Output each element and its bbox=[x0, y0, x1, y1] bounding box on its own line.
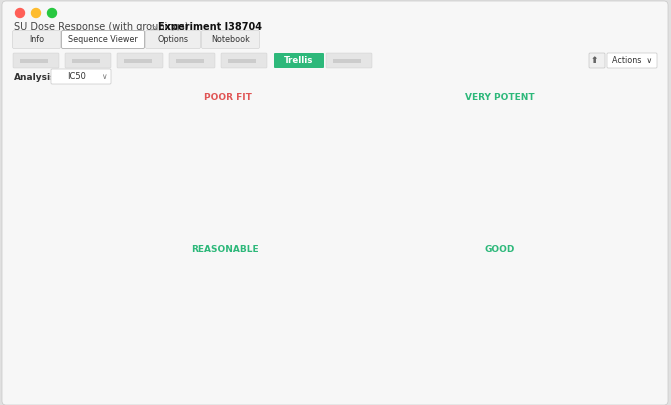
Point bbox=[563, 229, 574, 235]
Point bbox=[249, 314, 260, 320]
Point bbox=[307, 153, 318, 160]
Point bbox=[563, 282, 574, 288]
Point bbox=[368, 228, 378, 235]
Point bbox=[204, 181, 215, 188]
Point bbox=[446, 381, 456, 387]
Text: REASONABLE: REASONABLE bbox=[191, 245, 259, 254]
Point bbox=[563, 299, 574, 305]
Point bbox=[167, 189, 178, 196]
Text: Options: Options bbox=[158, 35, 189, 44]
Point bbox=[259, 156, 270, 162]
Point bbox=[446, 378, 456, 385]
FancyBboxPatch shape bbox=[326, 53, 372, 68]
Point bbox=[319, 289, 329, 296]
Point bbox=[295, 290, 306, 296]
Text: >: > bbox=[150, 22, 158, 32]
Point bbox=[156, 379, 166, 386]
Point bbox=[446, 152, 456, 158]
FancyBboxPatch shape bbox=[62, 30, 144, 49]
Point bbox=[407, 230, 417, 236]
Point bbox=[641, 139, 652, 146]
Point bbox=[368, 379, 378, 385]
Point bbox=[307, 175, 318, 181]
Point bbox=[259, 200, 270, 207]
Point bbox=[176, 183, 187, 189]
Text: Analysis: Analysis bbox=[14, 72, 56, 81]
Text: GOOD: GOOD bbox=[485, 245, 515, 254]
Point bbox=[407, 379, 417, 385]
Point bbox=[484, 228, 495, 235]
Point bbox=[272, 280, 283, 287]
Bar bbox=[333, 58, 361, 62]
Point bbox=[178, 378, 189, 385]
Text: ∨: ∨ bbox=[101, 72, 107, 81]
Point bbox=[484, 144, 495, 150]
Point bbox=[602, 296, 613, 303]
Point bbox=[407, 209, 417, 216]
Point bbox=[446, 229, 456, 235]
Point bbox=[407, 377, 417, 384]
FancyBboxPatch shape bbox=[13, 30, 60, 49]
Point bbox=[563, 151, 574, 157]
Point bbox=[176, 166, 187, 173]
Point bbox=[202, 381, 213, 387]
Point bbox=[307, 191, 318, 197]
Point bbox=[158, 198, 169, 204]
FancyBboxPatch shape bbox=[221, 53, 267, 68]
Point bbox=[259, 189, 270, 195]
Point bbox=[176, 212, 187, 219]
Text: Trellis: Trellis bbox=[285, 56, 313, 65]
Point bbox=[226, 163, 237, 170]
Point bbox=[602, 141, 613, 147]
Text: SU Dose Response (with groupings): SU Dose Response (with groupings) bbox=[14, 22, 189, 32]
FancyBboxPatch shape bbox=[65, 53, 111, 68]
FancyBboxPatch shape bbox=[274, 53, 324, 68]
Point bbox=[523, 377, 534, 383]
Circle shape bbox=[32, 9, 40, 17]
Text: Sequence Viewer: Sequence Viewer bbox=[68, 35, 138, 44]
Circle shape bbox=[15, 9, 25, 17]
Point bbox=[226, 176, 237, 182]
Bar bbox=[72, 58, 100, 62]
Text: Info: Info bbox=[29, 35, 44, 44]
Point bbox=[368, 218, 378, 225]
Point bbox=[202, 381, 213, 387]
Point bbox=[204, 209, 215, 215]
Point bbox=[204, 168, 215, 174]
Bar bbox=[20, 58, 48, 62]
Text: IC50: IC50 bbox=[67, 72, 86, 81]
Point bbox=[368, 381, 378, 387]
Point bbox=[167, 216, 178, 222]
Point bbox=[189, 211, 200, 217]
Point bbox=[158, 189, 169, 195]
Point bbox=[225, 378, 236, 384]
Point bbox=[307, 205, 318, 211]
Bar bbox=[228, 58, 256, 62]
Point bbox=[226, 207, 237, 214]
Point bbox=[602, 286, 613, 292]
Point bbox=[189, 196, 200, 202]
Text: ⬆: ⬆ bbox=[590, 56, 597, 65]
Point bbox=[272, 287, 283, 294]
Point bbox=[484, 152, 495, 158]
Point bbox=[158, 218, 169, 224]
Point bbox=[407, 382, 417, 388]
Point bbox=[176, 194, 187, 201]
Point bbox=[484, 354, 495, 361]
Point bbox=[446, 171, 456, 177]
Point bbox=[602, 288, 613, 294]
Point bbox=[484, 377, 495, 384]
FancyBboxPatch shape bbox=[13, 53, 59, 68]
FancyBboxPatch shape bbox=[51, 69, 111, 84]
Bar bbox=[176, 58, 204, 62]
Point bbox=[226, 195, 237, 202]
Point bbox=[295, 279, 306, 286]
Point bbox=[523, 283, 534, 289]
Text: Experiment I38704: Experiment I38704 bbox=[158, 22, 262, 32]
Point bbox=[167, 200, 178, 207]
Point bbox=[641, 290, 652, 296]
Point bbox=[563, 147, 574, 154]
FancyBboxPatch shape bbox=[169, 53, 215, 68]
Point bbox=[178, 375, 189, 382]
